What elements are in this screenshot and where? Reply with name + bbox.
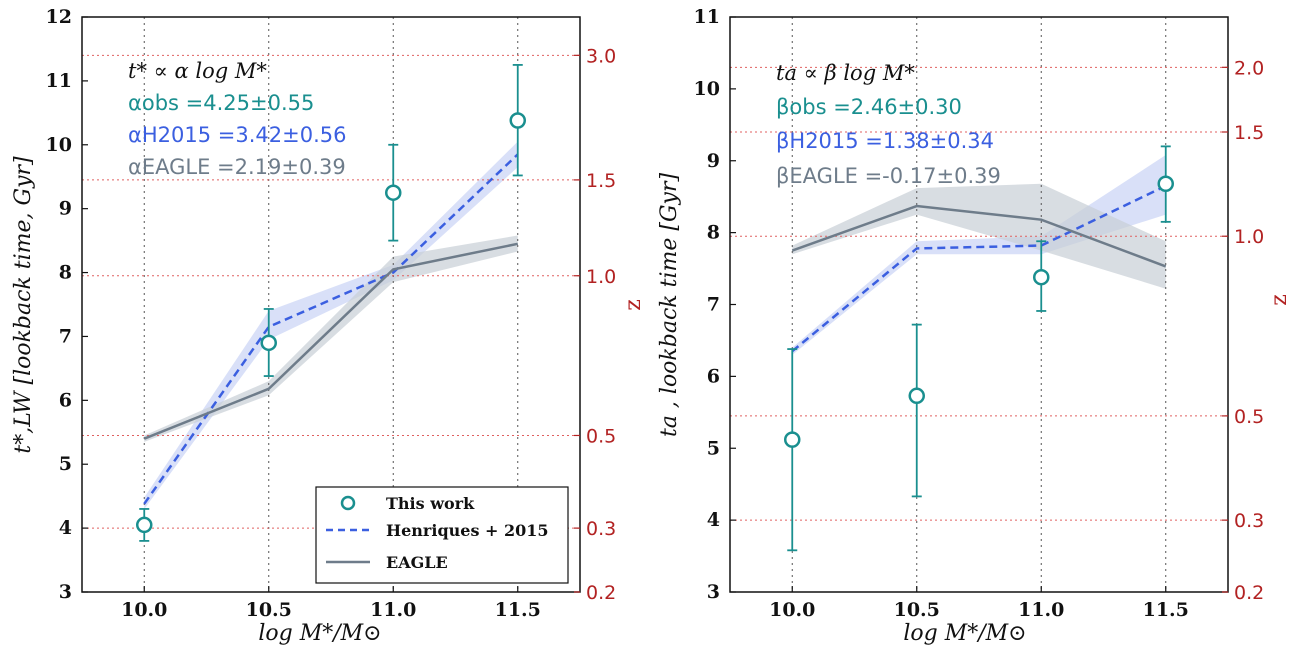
left-obs-point bbox=[385, 184, 402, 201]
right-beta-obs: βobs =2.46±0.30 bbox=[776, 95, 962, 119]
right-y-tick-label: 11 bbox=[694, 6, 720, 28]
right-y-tick-label: 6 bbox=[707, 365, 720, 387]
left-alpha-h2015: αH2015 =3.42±0.56 bbox=[128, 123, 346, 147]
left-obs-point bbox=[509, 112, 526, 129]
left-ticks: 10.0 10.5 11.0 11.5 3 4 5 6 7 8 9 10 11 12 0.2 0.3 0.5 1.… bbox=[46, 6, 617, 621]
left-z-axis-label: z bbox=[621, 299, 646, 311]
left-alpha-obs: αobs =4.25±0.55 bbox=[128, 91, 314, 115]
left-plot-frame bbox=[81, 16, 581, 593]
left-lines bbox=[143, 153, 519, 505]
left-y-tick-label: 8 bbox=[59, 262, 72, 284]
left-y-axis-label: t*,LW [lookback time, Gyr] bbox=[11, 156, 36, 454]
right-henriques-line bbox=[791, 184, 1167, 353]
right-x-tick-label: 11.0 bbox=[1018, 599, 1064, 621]
left-z-tick-label: 0.5 bbox=[586, 425, 616, 447]
right-relation: ta ∝ β log M* bbox=[776, 61, 915, 85]
legend-obs-marker bbox=[340, 495, 356, 511]
right-z-tick-label: 0.5 bbox=[1234, 406, 1264, 428]
left-x-axis-label: log M*/M⊙ bbox=[258, 621, 381, 646]
right-x-tick-label: 10.0 bbox=[769, 599, 815, 621]
left-y-tick-label: 6 bbox=[59, 389, 72, 411]
right-z-tick-label: 0.2 bbox=[1234, 582, 1264, 604]
left-points bbox=[136, 64, 526, 542]
right-y-tick-label: 10 bbox=[694, 78, 720, 100]
right-z-tick-label: 1.5 bbox=[1234, 122, 1264, 144]
right-y-axis-label: ta , lookback time [Gyr] bbox=[657, 173, 682, 437]
left-z-tick-label: 3.0 bbox=[586, 45, 616, 67]
right-x-tick-label: 11.5 bbox=[1143, 599, 1189, 621]
left-bands bbox=[144, 141, 518, 509]
right-x-axis-label: log M*/M⊙ bbox=[903, 621, 1026, 646]
right-y-tick-label: 7 bbox=[707, 294, 720, 316]
right-grid bbox=[730, 17, 1228, 592]
left-alpha-eagle: αEAGLE =2.19±0.39 bbox=[128, 155, 346, 179]
legend-henriques-label: Henriques + 2015 bbox=[386, 521, 549, 540]
left-y-tick-label: 10 bbox=[46, 134, 72, 156]
left-x-tick-label: 11.5 bbox=[495, 599, 541, 621]
left-eagle-band bbox=[144, 235, 518, 442]
right-obs-point bbox=[908, 387, 925, 405]
left-y-tick-label: 12 bbox=[46, 6, 72, 28]
left-x-tick-label: 10.5 bbox=[246, 599, 292, 621]
left-henriques-line bbox=[143, 153, 519, 505]
left-obs-point bbox=[136, 516, 153, 534]
legend-eagle-label: EAGLE bbox=[386, 553, 448, 572]
right-obs-point bbox=[1033, 268, 1050, 286]
left-y-tick-label: 11 bbox=[46, 70, 72, 92]
right-eagle-line bbox=[791, 204, 1167, 268]
legend-obs-label: This work bbox=[386, 494, 475, 513]
left-z-tick-label: 0.2 bbox=[586, 582, 616, 604]
left-panel: 10.0 10.5 11.0 11.5 3 4 5 6 7 8 9 10 11 12 0.2 0.3 0.5 1.… bbox=[11, 6, 646, 646]
right-z-tick-label: 2.0 bbox=[1234, 57, 1264, 79]
left-relation: t* ∝ α log M* bbox=[128, 59, 267, 83]
legend: This work Henriques + 2015 EAGLE bbox=[315, 486, 569, 584]
right-lines bbox=[791, 184, 1167, 353]
left-y-tick-label: 3 bbox=[59, 581, 72, 603]
left-y-tick-label: 7 bbox=[59, 325, 72, 347]
right-beta-h2015: βH2015 =1.38±0.34 bbox=[776, 129, 994, 153]
left-x-tick-label: 10.0 bbox=[121, 599, 167, 621]
left-z-tick-label: 1.5 bbox=[586, 170, 616, 192]
right-obs-point bbox=[1157, 175, 1174, 192]
left-obs-point bbox=[260, 334, 277, 352]
left-y-tick-label: 9 bbox=[59, 198, 72, 220]
right-z-tick-label: 0.3 bbox=[1234, 510, 1264, 532]
right-x-tick-label: 10.5 bbox=[894, 599, 940, 621]
right-beta-eagle: βEAGLE =-0.17±0.39 bbox=[776, 164, 1001, 188]
left-z-tick-label: 1.0 bbox=[586, 266, 616, 288]
right-obs-point bbox=[784, 431, 801, 448]
right-z-axis-label: z bbox=[1267, 294, 1292, 306]
right-y-tick-label: 3 bbox=[707, 581, 720, 603]
right-eagle-band bbox=[792, 183, 1166, 289]
right-y-tick-label: 9 bbox=[707, 150, 720, 172]
left-eagle-line bbox=[143, 242, 519, 440]
right-y-tick-label: 5 bbox=[707, 437, 720, 459]
right-ticks: 10.0 10.5 11.0 11.5 3 4 5 6 7 8 9 10 11 0.2 0.3 0.5 1.0 1… bbox=[694, 6, 1265, 621]
legend-box bbox=[315, 486, 569, 584]
right-bands bbox=[792, 155, 1166, 355]
left-x-tick-label: 11.0 bbox=[370, 599, 416, 621]
right-panel: 10.0 10.5 11.0 11.5 3 4 5 6 7 8 9 10 11 0.2 0.3 0.5 1.0 1… bbox=[657, 6, 1292, 646]
left-z-tick-label: 0.3 bbox=[586, 518, 616, 540]
left-y-tick-label: 4 bbox=[59, 517, 72, 539]
right-y-tick-label: 8 bbox=[707, 222, 720, 244]
right-y-tick-label: 4 bbox=[707, 509, 720, 531]
right-points bbox=[784, 145, 1174, 552]
right-z-tick-label: 1.0 bbox=[1234, 226, 1264, 248]
left-y-tick-label: 5 bbox=[59, 453, 72, 475]
